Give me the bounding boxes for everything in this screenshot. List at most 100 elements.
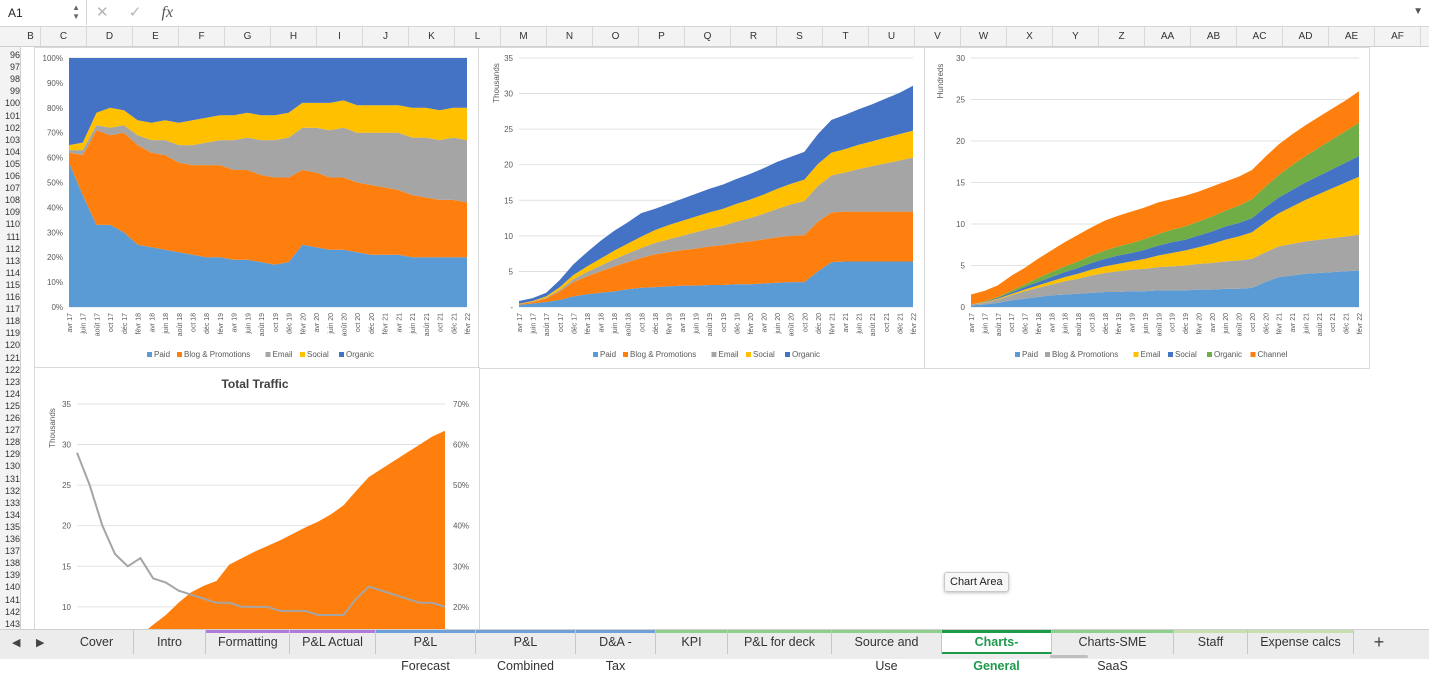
legend-label[interactable]: Email (719, 350, 739, 359)
series-area[interactable] (519, 157, 913, 305)
column-header[interactable]: H (271, 27, 317, 46)
horizontal-scrollbar[interactable] (1050, 655, 1088, 658)
row-header[interactable]: 125 (4, 400, 20, 411)
function-icon[interactable]: fx (161, 4, 174, 21)
sheet-tab[interactable]: P&L Actual (290, 630, 376, 654)
column-header[interactable]: J (363, 27, 409, 46)
row-header[interactable]: 96 (9, 50, 20, 60)
legend-label[interactable]: Paid (1022, 350, 1038, 359)
column-header[interactable]: AC (1237, 27, 1283, 46)
row-header[interactable]: 138 (4, 558, 20, 569)
series-area[interactable] (69, 162, 467, 307)
name-box[interactable]: A1 ▲ ▼ (0, 0, 87, 25)
column-header[interactable]: C (41, 27, 87, 46)
sheet-tab[interactable]: Intro (134, 630, 206, 654)
series-area[interactable] (519, 211, 913, 305)
column-header[interactable]: I (317, 27, 363, 46)
row-header[interactable]: 112 (5, 243, 20, 254)
close-icon[interactable]: ✕ (96, 4, 109, 21)
column-header[interactable]: AD (1283, 27, 1329, 46)
legend-label[interactable]: Organic (346, 350, 374, 359)
sheet-tab[interactable]: Charts-SME SaaS (1052, 630, 1174, 673)
sheet-tab[interactable]: Expense calcs (1248, 630, 1354, 654)
row-header[interactable]: 102 (4, 122, 20, 133)
name-box-stepper-icon[interactable]: ▲ ▼ (72, 3, 80, 21)
row-header[interactable]: 130 (4, 461, 20, 472)
row-header[interactable]: 132 (4, 485, 20, 496)
column-header[interactable]: K (409, 27, 455, 46)
legend-label[interactable]: Social (1175, 350, 1197, 359)
row-header[interactable]: 108 (4, 195, 20, 206)
legend-label[interactable]: Email (273, 350, 293, 359)
row-header[interactable]: 100 (4, 98, 20, 109)
series-area[interactable] (971, 270, 1359, 307)
row-header[interactable]: 122 (4, 364, 20, 375)
series-area[interactable] (971, 91, 1359, 305)
row-header[interactable]: 118 (5, 316, 20, 327)
row-header[interactable]: 98 (9, 74, 20, 85)
row-header[interactable]: 119 (5, 328, 20, 339)
chart-channel-thousands[interactable]: - 5 10 15 20 25 30 35 avr 17 juin 17 août 17 oct 17… (478, 47, 926, 369)
column-header[interactable]: AB (1191, 27, 1237, 46)
column-header[interactable]: D (87, 27, 133, 46)
row-header[interactable]: 110 (5, 219, 20, 230)
column-header[interactable]: O (593, 27, 639, 46)
row-header[interactable]: 135 (4, 521, 20, 532)
column-header[interactable]: R (731, 27, 777, 46)
legend-label[interactable]: Email (1141, 350, 1161, 359)
series-area[interactable] (69, 100, 467, 151)
legend-label[interactable]: Channel (1258, 350, 1288, 359)
series-area[interactable] (77, 430, 445, 629)
row-header[interactable]: 143 (4, 618, 20, 629)
series-area[interactable] (519, 261, 913, 307)
column-header[interactable]: B (21, 27, 41, 46)
row-header[interactable]: 134 (4, 509, 20, 520)
row-header[interactable]: 106 (4, 171, 20, 181)
row-header[interactable]: 127 (4, 425, 20, 436)
row-header[interactable]: 124 (4, 388, 20, 399)
row-header[interactable]: 105 (4, 158, 20, 169)
row-header[interactable]: 139 (4, 570, 20, 581)
check-icon[interactable]: ✓ (128, 4, 142, 21)
column-header[interactable]: T (823, 27, 869, 46)
row-header[interactable]: 109 (4, 207, 20, 218)
legend-label[interactable]: Social (753, 350, 775, 359)
legend-label[interactable]: Organic (1214, 350, 1242, 359)
chevron-down-icon[interactable]: ▼ (1413, 6, 1423, 17)
row-header[interactable]: 136 (4, 534, 20, 544)
column-header[interactable]: F (179, 27, 225, 46)
column-header[interactable]: L (455, 27, 501, 46)
row-header[interactable]: 128 (4, 437, 20, 448)
row-header[interactable]: 121 (4, 352, 20, 363)
legend-label[interactable]: Blog & Promotions (1052, 350, 1118, 359)
prev-sheet-icon[interactable]: ◀ (12, 637, 21, 649)
chart-channel-share[interactable]: 0% 10% 20% 30% 40% 50% 60% 70% 80% 90% 100% avr 17 j… (34, 47, 480, 369)
row-header[interactable]: 131 (4, 473, 20, 484)
column-header[interactable]: Q (685, 27, 731, 46)
column-header[interactable]: G (225, 27, 271, 46)
row-header[interactable]: 111 (6, 231, 20, 242)
legend-label[interactable]: Blog & Promotions (630, 350, 696, 359)
sheet-tab[interactable]: Source and Use (832, 630, 942, 673)
add-sheet-button[interactable]: + (1373, 632, 1385, 652)
sheet-tab[interactable]: D&A - Tax (576, 630, 656, 673)
row-header[interactable]: 142 (4, 606, 20, 617)
row-header[interactable]: 140 (4, 582, 20, 593)
column-header[interactable]: W (961, 27, 1007, 46)
row-header[interactable]: 116 (5, 292, 20, 302)
row-header[interactable]: 115 (5, 279, 20, 290)
row-header[interactable]: 123 (4, 376, 20, 387)
series-area[interactable] (971, 234, 1359, 306)
row-header[interactable]: 114 (5, 267, 20, 278)
sheet-tab[interactable]: P&L Forecast (376, 630, 476, 673)
chart-total-traffic[interactable]: 510152025303510%20%30%40%50%60%70%Thousa… (34, 367, 480, 629)
column-header[interactable]: X (1007, 27, 1053, 46)
series-area[interactable] (69, 58, 467, 146)
legend-label[interactable]: Blog & Promotions (184, 350, 250, 359)
sheet-tab[interactable]: P&L for deck (728, 630, 832, 654)
column-header[interactable]: M (501, 27, 547, 46)
series-area[interactable] (69, 130, 467, 265)
series-area[interactable] (519, 130, 913, 305)
column-header[interactable]: E (133, 27, 179, 46)
row-header[interactable]: 129 (4, 449, 20, 460)
